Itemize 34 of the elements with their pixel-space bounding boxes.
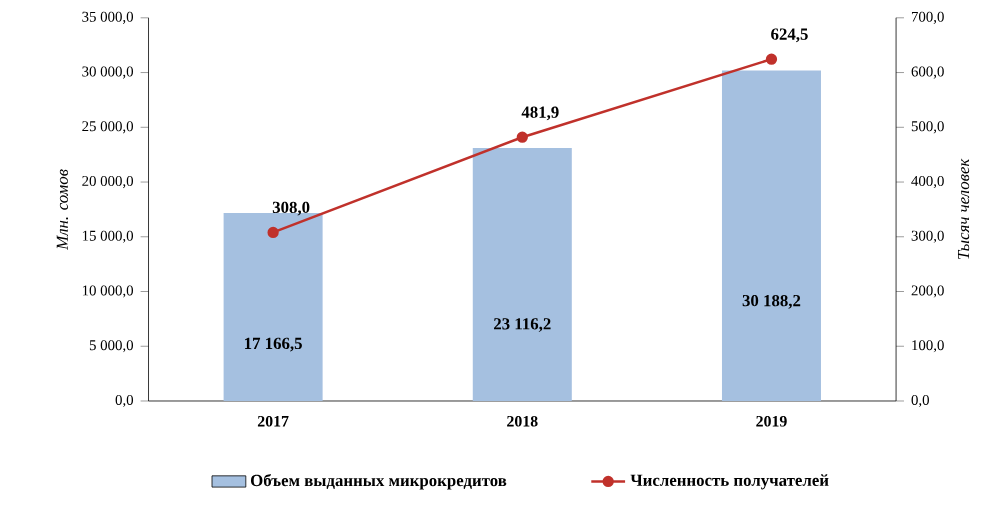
data-label: 17 166,5 — [244, 337, 302, 352]
y-tick-label: 30 000,0 — [82, 66, 134, 79]
x-tick-label: 2019 — [756, 416, 787, 427]
y2-tick-label: 600,0 — [911, 66, 944, 79]
x-tick-label: 2017 — [257, 416, 289, 427]
y-tick-label: 10 000,0 — [82, 285, 134, 298]
y2-tick-label: 400,0 — [911, 176, 944, 189]
data-label: 30 188,2 — [742, 295, 801, 309]
y2-tick-label: 300,0 — [911, 230, 944, 243]
data-label: 23 116,2 — [494, 318, 551, 333]
bar — [472, 148, 572, 402]
y2-tick-label: 0,0 — [911, 395, 929, 408]
y2-axis-title: Тысяч человек — [957, 158, 970, 260]
y-tick-label: 5 000,0 — [89, 340, 134, 353]
legend-label: Объем выданных микрокредитов — [250, 474, 507, 490]
y-tick-label: 25 000,0 — [82, 121, 134, 134]
y-tick-label: 0,0 — [115, 395, 134, 408]
bar — [721, 70, 821, 402]
x-tick-label: 2018 — [507, 416, 538, 427]
point — [267, 226, 279, 239]
y2-tick-label: 200,0 — [911, 285, 944, 298]
y2-tick-label: 700,0 — [911, 11, 944, 24]
data-label: 481,9 — [521, 106, 559, 121]
data-label: 308,0 — [272, 201, 310, 216]
point — [765, 53, 778, 65]
data-label: 624,5 — [771, 28, 808, 43]
point — [516, 131, 528, 143]
y2-tick-label: 500,0 — [911, 121, 944, 134]
y-axis-title: Млн. сомов — [56, 169, 69, 251]
y2-tick-label: 100,0 — [912, 340, 944, 353]
y-tick-label: 15 000,0 — [82, 230, 134, 243]
y-tick-label: 35 000,0 — [82, 11, 134, 25]
legend-label: Численность получателей — [630, 474, 829, 490]
y-tick-label: 20 000,0 — [82, 176, 134, 189]
